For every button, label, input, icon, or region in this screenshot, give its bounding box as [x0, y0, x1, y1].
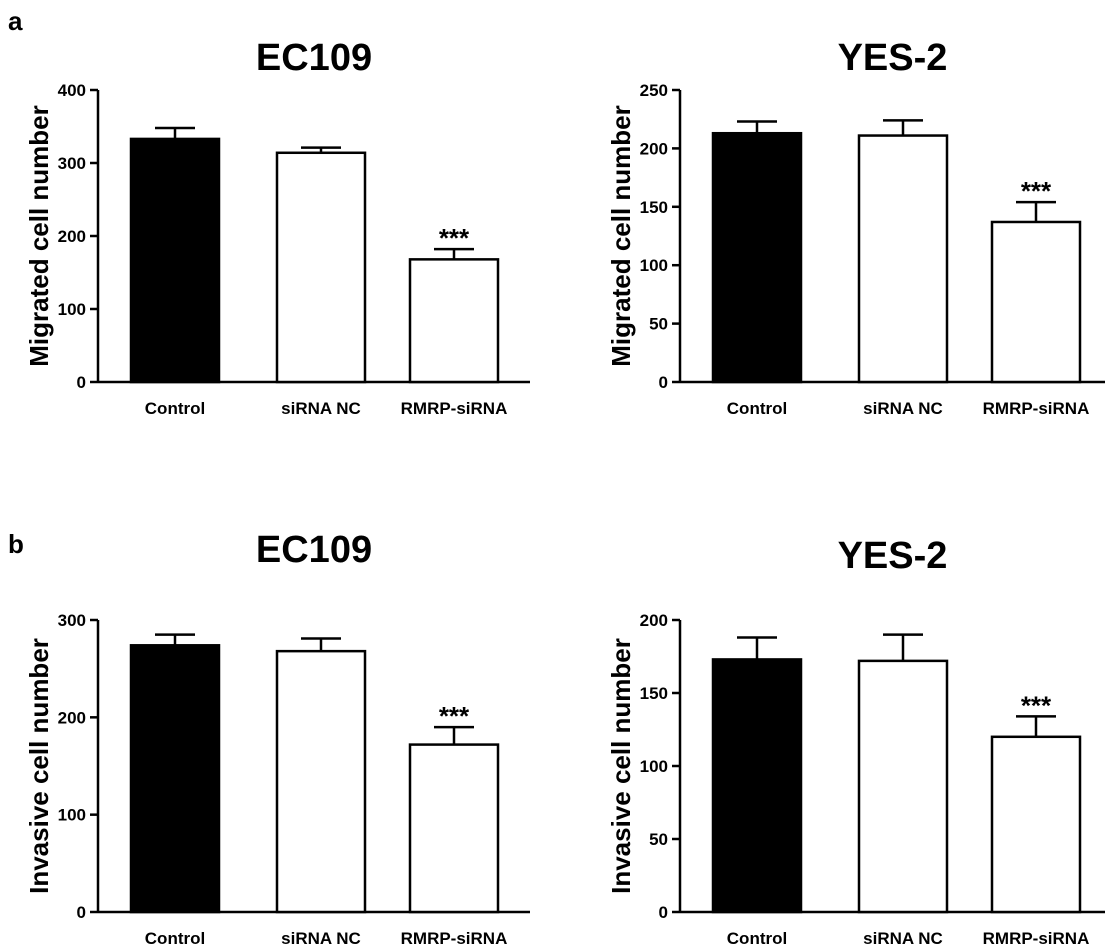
bar-control [711, 658, 803, 914]
bar-sirna-nc [275, 151, 367, 384]
bar-control [711, 131, 803, 384]
x-category-label: RMRP-siRNA [983, 399, 1090, 418]
chart-3: EC109 Invasive cell number 0 100 200 300 Contr… [24, 529, 530, 946]
bar-control [129, 137, 221, 384]
x-category-label: RMRP-siRNA [401, 399, 508, 418]
bar-rmrp-sirna [408, 743, 500, 914]
chart-title: YES-2 [838, 37, 948, 79]
y-axis-label: Migrated cell number [606, 105, 636, 367]
panel-label-b: b [8, 529, 24, 559]
y-tick-label: 100 [58, 300, 86, 319]
chart-title: EC109 [256, 37, 372, 79]
y-tick-label: 0 [77, 373, 86, 392]
bar-rmrp-sirna [990, 220, 1082, 384]
x-category-label: Control [145, 929, 205, 946]
chart-title: YES-2 [838, 535, 948, 577]
y-tick-label: 300 [58, 154, 86, 173]
y-tick-label: 100 [640, 256, 668, 275]
chart-1: EC109 Migrated cell number 0 100 200 300 400 Co… [24, 37, 530, 418]
panel-label-a: a [8, 6, 23, 36]
y-axis-label: Invasive cell number [24, 638, 54, 894]
y-axis-label: Migrated cell number [24, 105, 54, 367]
chart-4: YES-2 Invasive cell number 0 50 100 150 200 Con… [606, 535, 1105, 946]
x-category-label: siRNA NC [863, 399, 943, 418]
y-axis-label: Invasive cell number [606, 638, 636, 894]
y-tick-label: 200 [640, 139, 668, 158]
x-category-label: Control [145, 399, 205, 418]
significance-label: *** [1021, 176, 1052, 206]
y-tick-label: 100 [640, 757, 668, 776]
y-tick-label: 400 [58, 81, 86, 100]
x-category-label: siRNA NC [863, 929, 943, 946]
y-tick-label: 100 [58, 806, 86, 825]
y-tick-label: 0 [659, 373, 668, 392]
y-tick-label: 0 [77, 903, 86, 922]
significance-label: *** [1021, 690, 1052, 720]
bar-sirna-nc [857, 659, 949, 914]
y-tick-label: 50 [649, 315, 668, 334]
bar-rmrp-sirna [990, 735, 1082, 914]
x-category-label: Control [727, 399, 787, 418]
y-tick-label: 50 [649, 830, 668, 849]
y-tick-label: 300 [58, 611, 86, 630]
significance-label: *** [439, 701, 470, 731]
y-tick-label: 200 [58, 708, 86, 727]
x-category-label: RMRP-siRNA [401, 929, 508, 946]
y-tick-label: 200 [58, 227, 86, 246]
y-tick-label: 150 [640, 198, 668, 217]
bar-control [129, 644, 221, 914]
y-tick-label: 0 [659, 903, 668, 922]
bar-sirna-nc [275, 649, 367, 914]
significance-label: *** [439, 223, 470, 253]
chart-title: EC109 [256, 529, 372, 571]
x-category-label: siRNA NC [281, 929, 361, 946]
x-category-label: siRNA NC [281, 399, 361, 418]
chart-2: YES-2 Migrated cell number 0 50 100 150 200 250… [606, 37, 1105, 418]
y-tick-label: 200 [640, 611, 668, 630]
y-tick-label: 250 [640, 81, 668, 100]
charts-group: EC109 Migrated cell number 0 100 200 300 400 Co… [24, 37, 1105, 946]
bar-sirna-nc [857, 134, 949, 384]
x-category-label: Control [727, 929, 787, 946]
x-category-label: RMRP-siRNA [983, 929, 1090, 946]
bar-rmrp-sirna [408, 258, 500, 384]
y-tick-label: 150 [640, 684, 668, 703]
